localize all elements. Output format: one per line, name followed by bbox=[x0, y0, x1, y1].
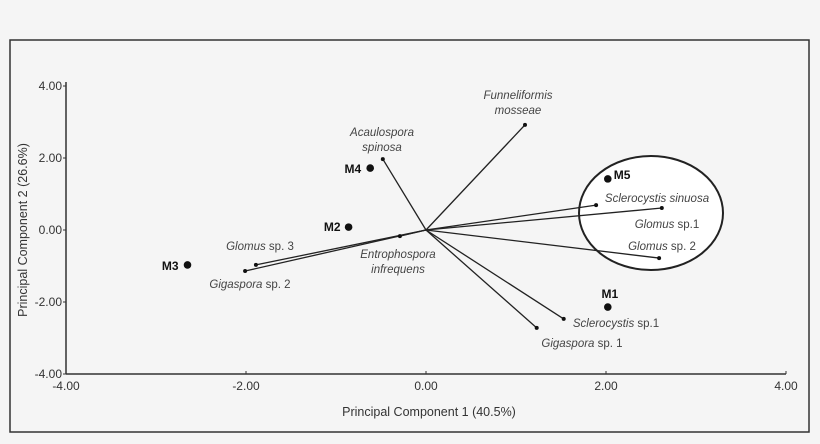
species-label: Entrophospora bbox=[360, 249, 435, 261]
vector-endpoint bbox=[561, 316, 566, 321]
species-genus: Gigaspora bbox=[209, 279, 262, 291]
site-point bbox=[604, 303, 612, 311]
vector-endpoint bbox=[657, 256, 662, 261]
site-label: M5 bbox=[614, 168, 631, 182]
y-tick-label: 2.00 bbox=[39, 151, 63, 165]
x-tick-label: -2.00 bbox=[232, 379, 260, 393]
grouping-ellipse bbox=[578, 155, 724, 271]
species-genus: Sclerocystis sinuosa bbox=[605, 193, 709, 205]
vector-endpoint bbox=[243, 269, 248, 274]
species-label: Sclerocystis sp.1 bbox=[573, 318, 659, 330]
species-vector bbox=[399, 229, 427, 237]
species-vector bbox=[425, 229, 538, 329]
species-vector bbox=[244, 229, 427, 272]
site-point bbox=[366, 164, 375, 172]
species-vector bbox=[425, 207, 662, 231]
species-label: Acaulospora bbox=[349, 127, 414, 139]
vector-endpoint bbox=[594, 203, 599, 208]
species-label: Glomus sp. 3 bbox=[226, 241, 294, 253]
x-axis-title: Principal Component 1 (40.5%) bbox=[342, 405, 516, 419]
vector-endpoint bbox=[534, 325, 539, 330]
y-axis-title: Principal Component 2 (26.6%) bbox=[16, 143, 30, 317]
species-vector bbox=[425, 229, 660, 259]
species-vector bbox=[425, 204, 597, 231]
species-genus: Glomus bbox=[628, 241, 668, 253]
site-label: M2 bbox=[324, 220, 341, 234]
y-tick-label: -2.00 bbox=[35, 295, 63, 309]
vector-endpoint bbox=[659, 206, 664, 211]
species-genus: Glomus bbox=[635, 219, 675, 231]
species-label: spinosa bbox=[362, 142, 402, 154]
species-suffix: sp. 2 bbox=[668, 241, 696, 253]
vector-endpoint bbox=[523, 122, 527, 127]
site-point bbox=[183, 261, 192, 269]
species-vector bbox=[425, 124, 526, 231]
vector-endpoint bbox=[253, 262, 258, 267]
x-tick-label: 0.00 bbox=[414, 379, 438, 393]
species-label: mosseae bbox=[495, 105, 542, 117]
species-vector bbox=[382, 158, 427, 231]
species-label: infrequens bbox=[371, 264, 425, 276]
site-point bbox=[604, 175, 612, 183]
vector-endpoint bbox=[397, 234, 402, 239]
site-label: M3 bbox=[162, 259, 179, 273]
y-tick-label: 0.00 bbox=[39, 223, 63, 237]
vector-endpoint bbox=[380, 157, 385, 162]
species-label: Gigaspora sp. 2 bbox=[209, 279, 290, 291]
species-suffix: sp. 3 bbox=[266, 241, 294, 253]
species-label: Glomus sp. 2 bbox=[628, 241, 696, 253]
species-vector bbox=[425, 229, 565, 320]
species-suffix: sp. 2 bbox=[262, 279, 290, 291]
site-label: M4 bbox=[345, 162, 362, 176]
species-suffix: sp. 1 bbox=[594, 338, 622, 350]
species-label: Glomus sp.1 bbox=[635, 219, 700, 231]
species-label: Sclerocystis sinuosa bbox=[605, 193, 709, 205]
y-tick-label: 4.00 bbox=[39, 79, 63, 93]
x-tick-label: 4.00 bbox=[774, 379, 798, 393]
species-suffix: sp.1 bbox=[674, 219, 699, 231]
x-tick-label: 2.00 bbox=[594, 379, 618, 393]
species-suffix: sp.1 bbox=[634, 318, 659, 330]
site-label: M1 bbox=[601, 287, 618, 301]
species-genus: Glomus bbox=[226, 241, 266, 253]
species-label: Funneliformis bbox=[483, 90, 552, 102]
species-genus: Sclerocystis bbox=[573, 318, 635, 330]
x-tick-label: -4.00 bbox=[52, 379, 80, 393]
y-tick-label: -4.00 bbox=[35, 367, 63, 381]
species-label: Gigaspora sp. 1 bbox=[541, 338, 622, 350]
site-point bbox=[344, 223, 353, 231]
species-genus: Gigaspora bbox=[541, 338, 594, 350]
